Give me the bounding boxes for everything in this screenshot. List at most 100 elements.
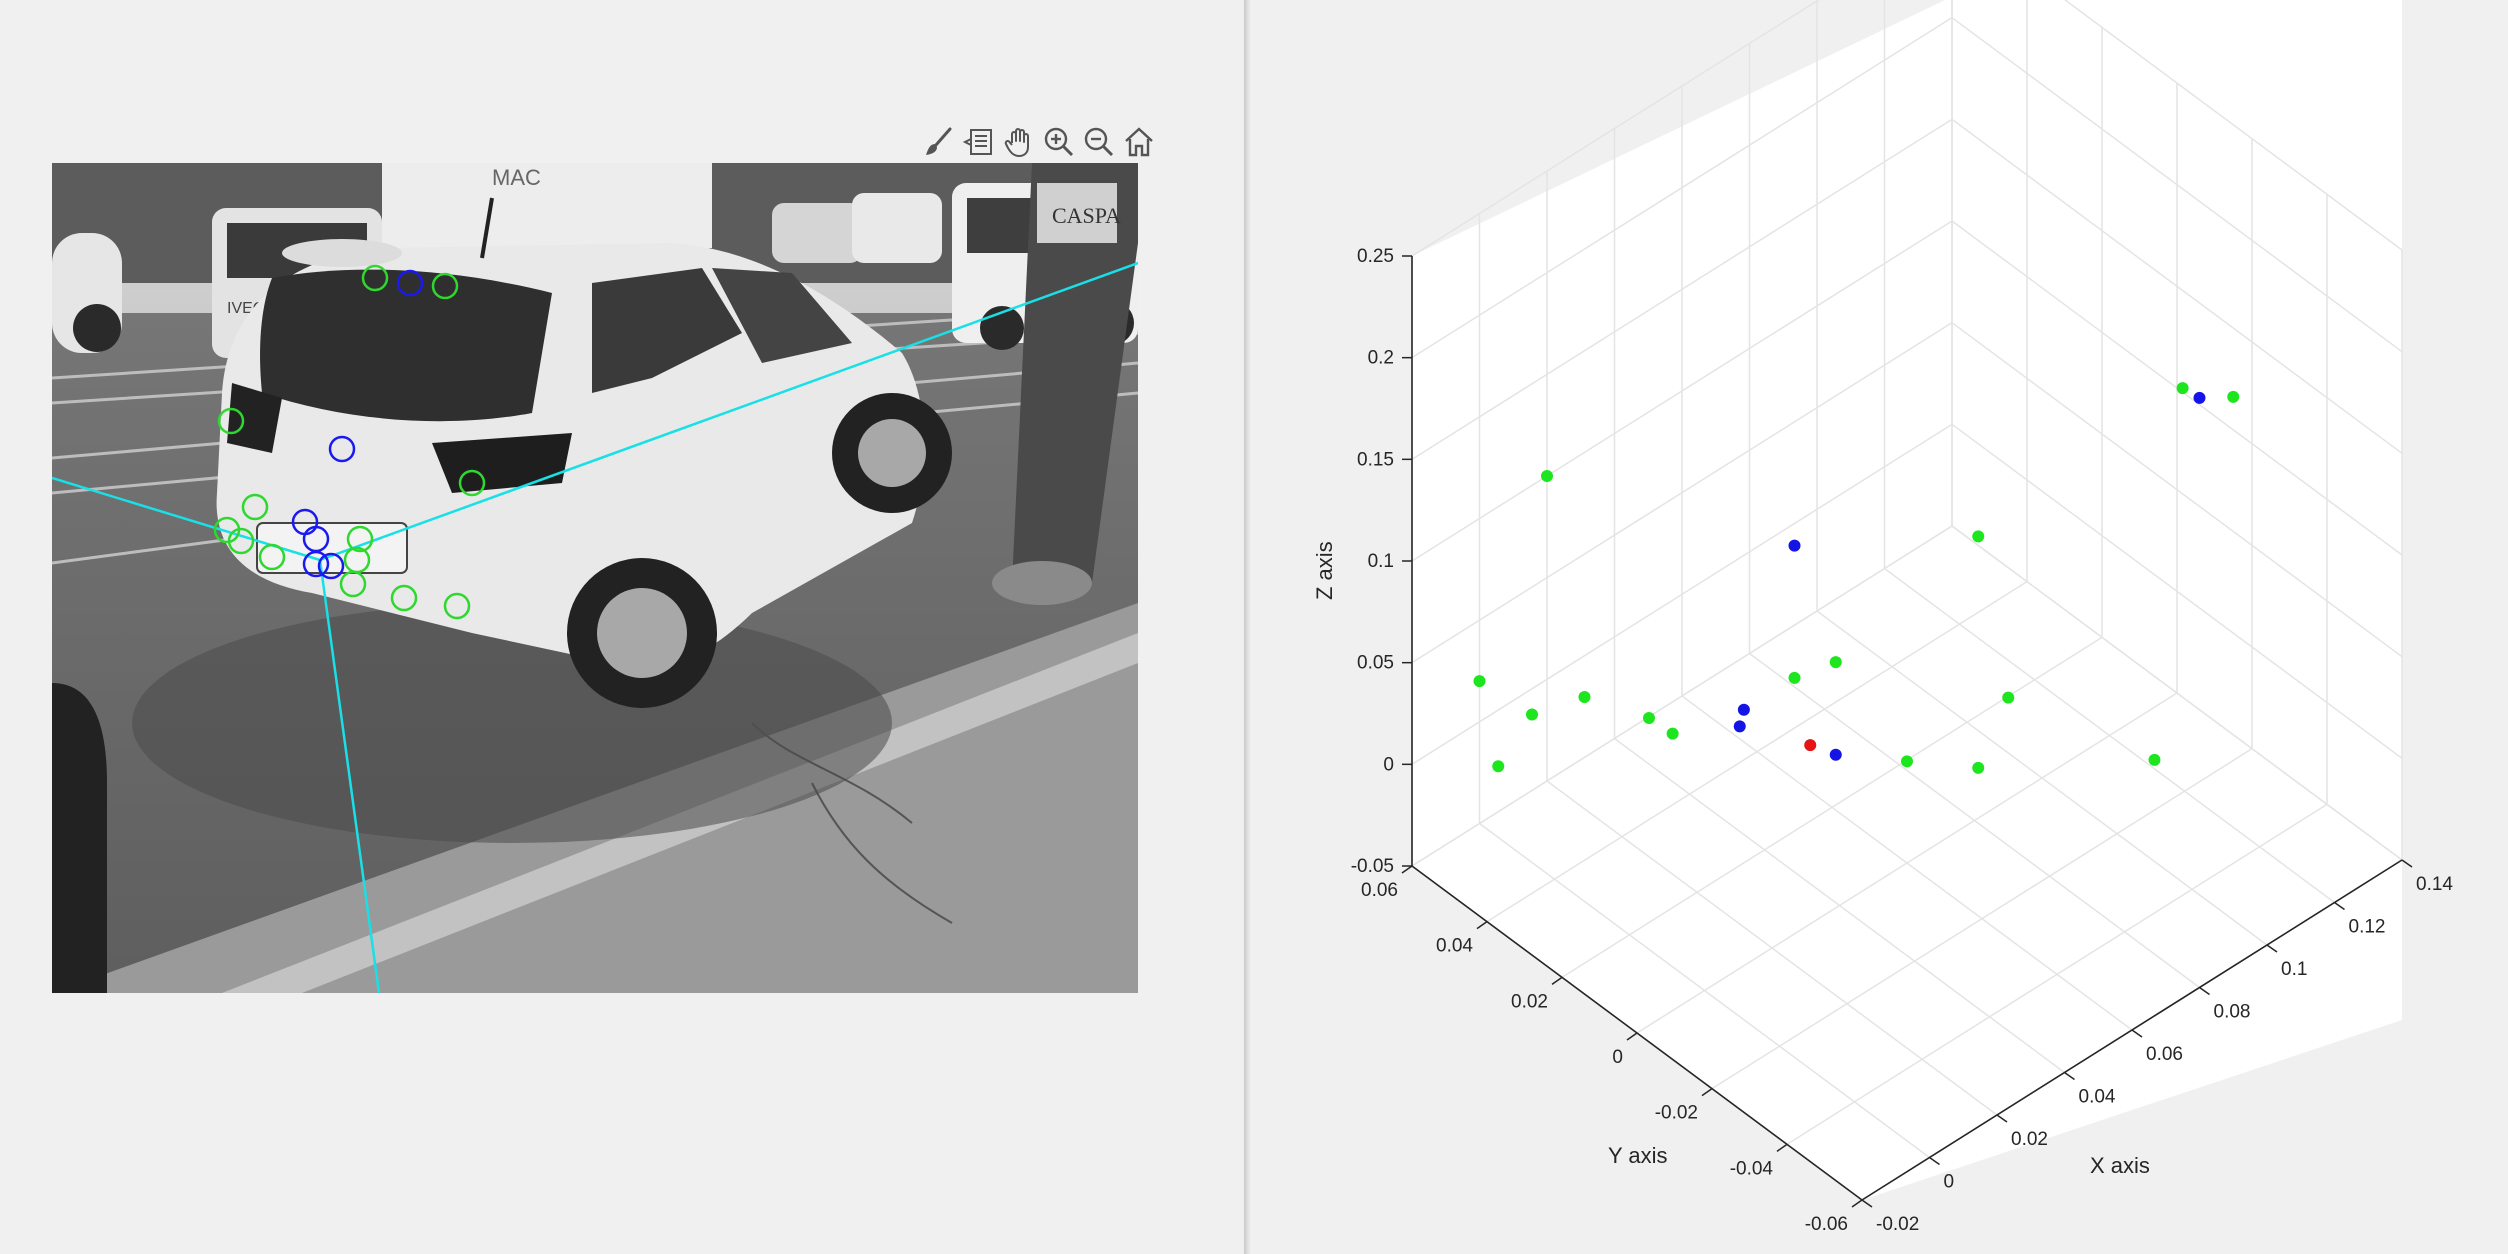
grid-line bbox=[1411, 118, 1953, 460]
x-tick-label: 0.06 bbox=[2146, 1044, 2183, 1065]
z-tick-label: 0.15 bbox=[1357, 449, 1394, 470]
data-point bbox=[1788, 539, 1801, 552]
scatter3d-axes[interactable]: -0.02 0 0.02 0.04 0.06 0.08 0.1 0.12 0.14 -0.06 -0… bbox=[1252, 0, 2508, 1254]
data-point bbox=[1829, 748, 1842, 761]
grid-line bbox=[1411, 220, 1953, 562]
grid-line bbox=[1951, 423, 2403, 759]
x-tick-mark bbox=[2199, 986, 2210, 996]
y-tick-mark bbox=[1626, 1032, 1638, 1041]
axes-toolbar bbox=[920, 122, 1158, 162]
y-tick-mark bbox=[1476, 921, 1488, 930]
x-tick-mark bbox=[2064, 1071, 2075, 1081]
data-points bbox=[1473, 382, 2240, 774]
data-point bbox=[1901, 755, 1913, 768]
x-tick-label: 0 bbox=[1944, 1172, 1955, 1193]
x-axis-label: X axis bbox=[2090, 1153, 2150, 1178]
grid-line bbox=[1951, 17, 2403, 353]
grayscale-street-photo: MAC IVECO bbox=[52, 163, 1138, 993]
data-point bbox=[1526, 708, 1538, 721]
y-axis-label: Y axis bbox=[1608, 1143, 1668, 1168]
grid-line bbox=[1411, 17, 1953, 359]
pole-sticker-text: CASPA bbox=[1052, 203, 1121, 228]
z-axis-label: Z axis bbox=[1312, 541, 1337, 600]
datatip-button[interactable] bbox=[960, 123, 998, 161]
zoom-in-button[interactable] bbox=[1040, 123, 1078, 161]
grid-line bbox=[1951, 322, 2403, 658]
x-tick-label: 0.08 bbox=[2214, 1002, 2251, 1023]
x-tick-label: 0.12 bbox=[2349, 917, 2386, 938]
y-tick-label: 0 bbox=[1612, 1047, 1623, 1068]
x-tick-label: -0.02 bbox=[1876, 1214, 1919, 1235]
grid-line bbox=[1711, 748, 2253, 1090]
grid-line bbox=[1411, 0, 1820, 257]
grid-line bbox=[1411, 423, 1953, 765]
z-tick-label: 0.2 bbox=[1368, 348, 1394, 369]
z-tick-label: 0.25 bbox=[1357, 246, 1394, 267]
pan-button[interactable] bbox=[1000, 123, 1038, 161]
sign-brand-text: MAC bbox=[492, 165, 541, 190]
white-hatchback-car bbox=[216, 197, 952, 708]
y-tick-mark bbox=[1551, 976, 1563, 985]
data-point bbox=[1737, 703, 1750, 716]
zoom-out-icon bbox=[1084, 127, 1114, 157]
x-tick-mark bbox=[1996, 1114, 2008, 1123]
brush-icon bbox=[926, 127, 952, 155]
brush-button[interactable] bbox=[920, 123, 958, 161]
plot-area-background bbox=[1412, 0, 2402, 1200]
z-tick-label: 0 bbox=[1383, 754, 1394, 775]
y-tick-label: -0.04 bbox=[1730, 1158, 1774, 1179]
grid-line bbox=[1411, 525, 1953, 867]
y-tick-label: 0.06 bbox=[1361, 880, 1398, 901]
data-point bbox=[1541, 470, 1553, 482]
data-point bbox=[1829, 656, 1842, 669]
data-point bbox=[1492, 760, 1505, 773]
dark-car-edge bbox=[52, 683, 107, 993]
home-button[interactable] bbox=[1120, 123, 1158, 161]
y-tick-mark bbox=[1701, 1088, 1713, 1097]
grid-line bbox=[1636, 692, 2178, 1034]
data-point bbox=[1643, 712, 1655, 724]
plot3d-figure-panel: -0.02 0 0.02 0.04 0.06 0.08 0.1 0.12 0.14 -0.06 -0… bbox=[1252, 0, 2508, 1254]
z-tick-label: -0.05 bbox=[1351, 856, 1394, 877]
data-point bbox=[1804, 739, 1817, 752]
x-tick-mark bbox=[1929, 1156, 1940, 1166]
data-point bbox=[2002, 691, 2015, 704]
x-tick-mark bbox=[2266, 944, 2278, 953]
zoom-out-button[interactable] bbox=[1080, 123, 1118, 161]
x-tick-label: 0.14 bbox=[2416, 874, 2453, 895]
image-figure-panel: MAC IVECO bbox=[0, 0, 1244, 1254]
data-point bbox=[1578, 691, 1591, 703]
grid-line bbox=[1411, 322, 1953, 664]
y-tick-label: 0.02 bbox=[1511, 991, 1548, 1012]
y-tick-mark bbox=[1401, 865, 1413, 874]
grid-line bbox=[1486, 581, 2028, 923]
y-tick-mark bbox=[1776, 1143, 1788, 1152]
home-icon bbox=[1125, 127, 1153, 157]
data-point bbox=[2176, 382, 2189, 395]
x-tick-mark bbox=[1861, 1199, 1873, 1208]
data-point bbox=[1473, 675, 1486, 688]
x-tick-mark bbox=[2401, 859, 2413, 868]
grid-line bbox=[2063, 0, 2403, 251]
green-feature-markers bbox=[213, 264, 486, 620]
data-point bbox=[2227, 390, 2240, 403]
grid-line bbox=[1786, 803, 2328, 1145]
zoom-in-icon bbox=[1044, 127, 1074, 157]
figure-splitter[interactable] bbox=[1244, 0, 1252, 1254]
x-tick-mark bbox=[2131, 1029, 2143, 1038]
data-point bbox=[2193, 391, 2206, 404]
data-point bbox=[1733, 720, 1746, 733]
data-point bbox=[1972, 761, 1985, 774]
y-tick-label: -0.06 bbox=[1805, 1214, 1848, 1235]
y-tick-mark bbox=[1851, 1199, 1863, 1208]
blue-feature-markers bbox=[291, 269, 424, 580]
z-tick-label: 0.05 bbox=[1357, 653, 1394, 674]
x-tick-label: 0.04 bbox=[2079, 1087, 2116, 1108]
x-tick-mark bbox=[2334, 901, 2345, 911]
grid-line bbox=[1951, 118, 2403, 454]
z-tick-label: 0.1 bbox=[1368, 551, 1394, 572]
x-tick-label: 0.1 bbox=[2281, 959, 2307, 980]
hand-pan-icon bbox=[1004, 128, 1029, 157]
image-axes[interactable]: MAC IVECO bbox=[52, 163, 1138, 993]
street-pole bbox=[992, 163, 1138, 605]
